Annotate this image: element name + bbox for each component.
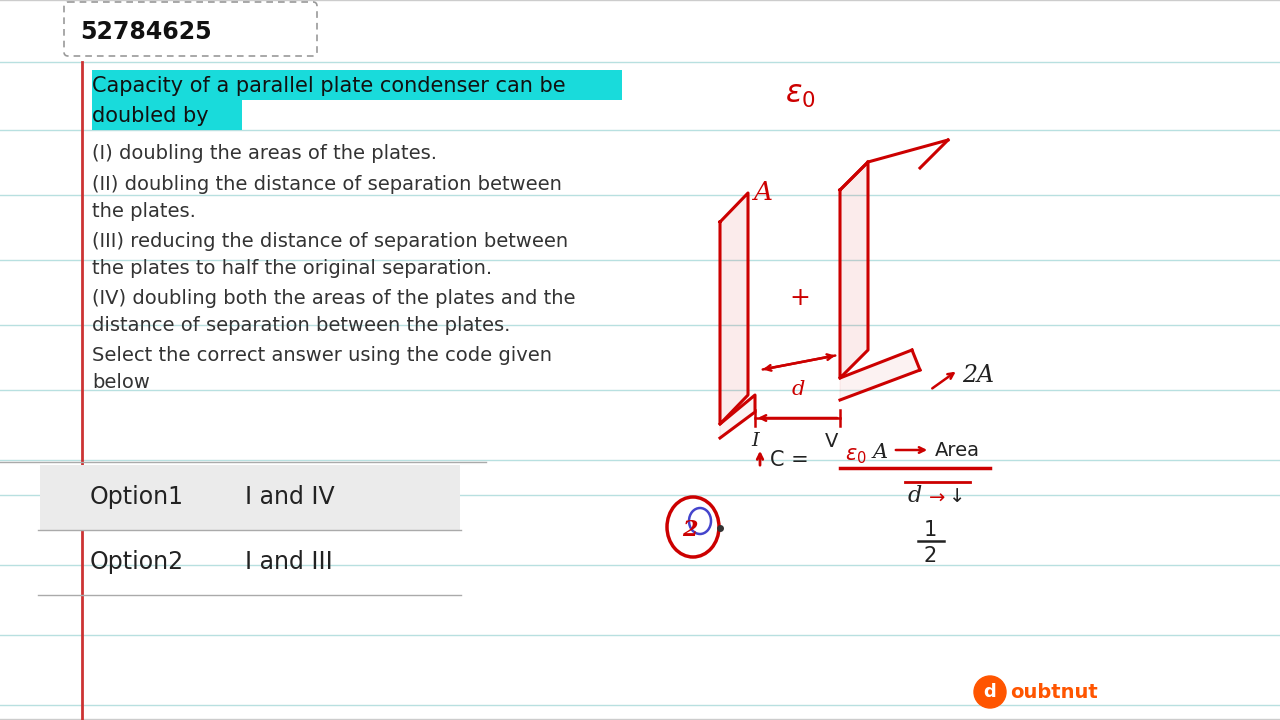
Text: (IV) doubling both the areas of the plates and the: (IV) doubling both the areas of the plat… xyxy=(92,289,576,308)
FancyBboxPatch shape xyxy=(92,100,242,130)
FancyBboxPatch shape xyxy=(92,70,622,100)
Text: distance of separation between the plates.: distance of separation between the plate… xyxy=(92,316,511,335)
Text: A: A xyxy=(754,179,773,204)
Text: I: I xyxy=(751,432,759,450)
Text: Option2: Option2 xyxy=(90,550,184,574)
Text: 1: 1 xyxy=(923,520,937,540)
Text: doubled by: doubled by xyxy=(92,106,209,126)
Text: A: A xyxy=(873,444,888,462)
Text: C =: C = xyxy=(771,450,809,470)
Text: the plates.: the plates. xyxy=(92,202,196,221)
Text: 2: 2 xyxy=(923,546,937,566)
Text: Select the correct answer using the code given: Select the correct answer using the code… xyxy=(92,346,552,365)
Text: V: V xyxy=(826,432,838,451)
Text: oubtnut: oubtnut xyxy=(1010,683,1098,701)
FancyBboxPatch shape xyxy=(40,465,460,530)
Text: Area: Area xyxy=(934,441,980,461)
Text: Capacity of a parallel plate condenser can be: Capacity of a parallel plate condenser c… xyxy=(92,76,566,96)
Text: Option1: Option1 xyxy=(90,485,184,509)
Circle shape xyxy=(974,676,1006,708)
Text: d: d xyxy=(983,683,996,701)
Text: d: d xyxy=(791,380,805,399)
Text: below: below xyxy=(92,373,150,392)
Polygon shape xyxy=(719,193,748,424)
Text: $\mathit{\varepsilon_0}$: $\mathit{\varepsilon_0}$ xyxy=(845,446,867,466)
Text: 52784625: 52784625 xyxy=(79,20,211,44)
Text: 2A: 2A xyxy=(963,364,995,387)
Text: 2: 2 xyxy=(682,519,698,541)
Polygon shape xyxy=(840,350,920,400)
Text: d: d xyxy=(908,485,923,507)
Polygon shape xyxy=(840,162,868,378)
FancyBboxPatch shape xyxy=(64,2,317,56)
Text: (II) doubling the distance of separation between: (II) doubling the distance of separation… xyxy=(92,175,562,194)
Text: I and III: I and III xyxy=(244,550,333,574)
Text: (I) doubling the areas of the plates.: (I) doubling the areas of the plates. xyxy=(92,144,436,163)
Polygon shape xyxy=(719,395,755,438)
Text: $\downarrow$: $\downarrow$ xyxy=(945,487,963,505)
Text: $\rightarrow$: $\rightarrow$ xyxy=(925,487,946,505)
Text: +: + xyxy=(790,286,810,310)
Text: (III) reducing the distance of separation between: (III) reducing the distance of separatio… xyxy=(92,232,568,251)
Text: the plates to half the original separation.: the plates to half the original separati… xyxy=(92,259,492,278)
Text: $\mathit{\varepsilon_0}$: $\mathit{\varepsilon_0}$ xyxy=(785,79,815,110)
Text: I and IV: I and IV xyxy=(244,485,334,509)
